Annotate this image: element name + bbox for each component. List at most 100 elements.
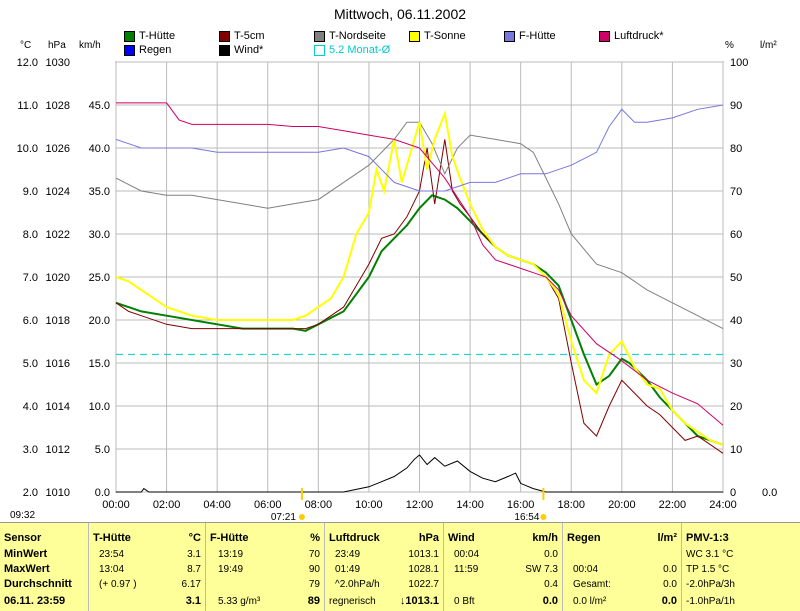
regen-current: 0.0 (661, 595, 677, 607)
press-tick-label: 1026 (46, 143, 70, 155)
wind-unit: km/h (532, 532, 558, 544)
press-tick-label: 1012 (46, 444, 70, 456)
time-tick-label: 22:00 (659, 499, 687, 511)
pmv-windchill: WC 3.1 °C (686, 549, 734, 560)
legend-f-huette: F-Hütte (504, 30, 556, 42)
time-tick-label: 02:00 (153, 499, 181, 511)
legend-wind: Wind* (219, 44, 263, 56)
press-tick-label: 1030 (46, 57, 70, 69)
t-huette-avg-value: 6.17 (181, 579, 201, 590)
luftdruck-forecast: regnerisch (329, 596, 376, 607)
pmv-trend-1h: -1.0hPa/1h (686, 596, 735, 607)
press-tick-label: 1022 (46, 229, 70, 241)
col-luftdruck: Luftdruck hPa 23:49 1013.1 01:49 1028.1 ^2.… (325, 523, 444, 611)
temp-tick-label: 11.0 (17, 100, 38, 112)
legend-t-nordseite: T-Nordseite (314, 30, 386, 42)
legend-label: T-Sonne (424, 30, 466, 42)
temp-tick-label: 6.0 (23, 315, 38, 327)
wind-tick-label: 25.0 (89, 272, 110, 284)
time-tick-label: 16:00 (507, 499, 535, 511)
temp-tick-label: 12.0 (17, 57, 38, 69)
stats-table: Sensor MinWert MaxWert Durchschnitt 06.1… (0, 522, 800, 611)
luftdruck-min-value: 1013.1 (408, 549, 439, 560)
t-huette-min-value: 3.1 (187, 549, 201, 560)
min-label: MinWert (4, 548, 48, 560)
legend-swatch (219, 44, 230, 56)
legend-swatch (314, 44, 325, 56)
series-line-1 (115, 139, 724, 454)
luftdruck-trend: ^2.0hPa/h (335, 579, 380, 590)
t-huette-unit: °C (188, 532, 201, 544)
hum-tick-label: 50 (730, 272, 742, 284)
time-tick-label: 10:00 (355, 499, 383, 511)
hum-tick-label: 30 (730, 358, 742, 370)
current-time: 09:32 (10, 510, 36, 521)
wind-tick-label: 5.0 (95, 444, 110, 456)
f-huette-unit: % (310, 532, 320, 544)
legend-label: Regen (139, 44, 172, 56)
sunset-label: 16:54 (514, 512, 539, 520)
rain-tick-label: 0.0 (762, 487, 777, 499)
regen-unit: l/m² (657, 532, 677, 544)
pmv-dewpoint: TP 1.5 °C (686, 564, 730, 575)
col-wind: Wind km/h 00:04 0.0 11:59 SW 7.3 0.4 0 Bft 0… (444, 523, 563, 611)
wind-tick-label: 0.0 (95, 487, 110, 499)
t-huette-max-time: 13:04 (99, 564, 125, 575)
regen-total-value: 0.0 (663, 579, 677, 590)
legend-label: T-Nordseite (329, 30, 386, 42)
series-line-5 (116, 102, 724, 426)
regen-min-time: 00:04 (573, 564, 599, 575)
legend-t-sonne: T-Sonne (409, 30, 466, 42)
t-huette-min-time: 23:54 (99, 549, 125, 560)
f-huette-max-time: 19:49 (218, 564, 244, 575)
time-tick-label: 08:00 (305, 499, 333, 511)
hum-tick-label: 70 (730, 186, 742, 198)
wind-tick-label: 45.0 (89, 100, 110, 112)
press-tick-label: 1016 (46, 358, 70, 370)
hum-tick-label: 60 (730, 229, 742, 241)
t-huette-avg-delta: (+ 0.97 ) (99, 579, 137, 590)
temp-tick-label: 3.0 (23, 444, 38, 456)
hum-tick-label: 10 (730, 444, 742, 456)
press-tick-label: 1010 (46, 487, 70, 499)
legend-swatch (314, 30, 325, 42)
temp-unit-label: °C (20, 40, 32, 51)
wind-max-value: SW 7.3 (525, 564, 558, 575)
legend-swatch (599, 30, 610, 42)
time-tick-label: 24:00 (709, 499, 737, 511)
max-label: MaxWert (4, 563, 50, 575)
f-huette-max-value: 90 (308, 564, 320, 575)
sensor-header: Sensor (4, 532, 42, 544)
wind-tick-label: 20.0 (89, 315, 110, 327)
legend-swatch (504, 30, 515, 42)
legend-label: T-Hütte (139, 30, 176, 42)
legend-label: Wind* (234, 44, 264, 56)
regen-min-value: 0.0 (663, 564, 677, 575)
hum-tick-label: 80 (730, 143, 742, 155)
f-huette-header: F-Hütte (210, 532, 249, 544)
luftdruck-header: Luftdruck (329, 532, 380, 544)
hum-tick-label: 100 (730, 57, 748, 69)
legend-swatch (124, 44, 135, 56)
luftdruck-current: ↓1013.1 (399, 595, 439, 607)
pmv-header: PMV-1:3 (686, 532, 729, 544)
time-tick-label: 06:00 (254, 499, 282, 511)
legend-monat-avg: 5.2 Monat-Ø (314, 44, 390, 56)
wind-tick-label: 15.0 (89, 358, 110, 370)
wind-avg-value: 0.4 (544, 579, 558, 590)
sunrise-dot (298, 514, 305, 520)
temp-tick-label: 10.0 (17, 143, 38, 155)
legend-regen: Regen (124, 44, 171, 56)
wind-max-time: 11:59 (454, 564, 479, 575)
current-datetime: 06.11. 23:59 (4, 595, 66, 607)
temp-tick-label: 2.0 (23, 487, 38, 499)
legend-t-5cm: T-5cm (219, 30, 265, 42)
time-tick-label: 04:00 (203, 499, 231, 511)
legend-swatch (409, 30, 420, 42)
luftdruck-unit: hPa (418, 532, 439, 544)
press-tick-label: 1020 (46, 272, 70, 284)
temp-tick-label: 9.0 (23, 186, 38, 198)
chart-title: Mittwoch, 06.11.2002 (333, 6, 467, 22)
luftdruck-max-time: 01:49 (335, 564, 361, 575)
time-tick-label: 18:00 (557, 499, 585, 511)
